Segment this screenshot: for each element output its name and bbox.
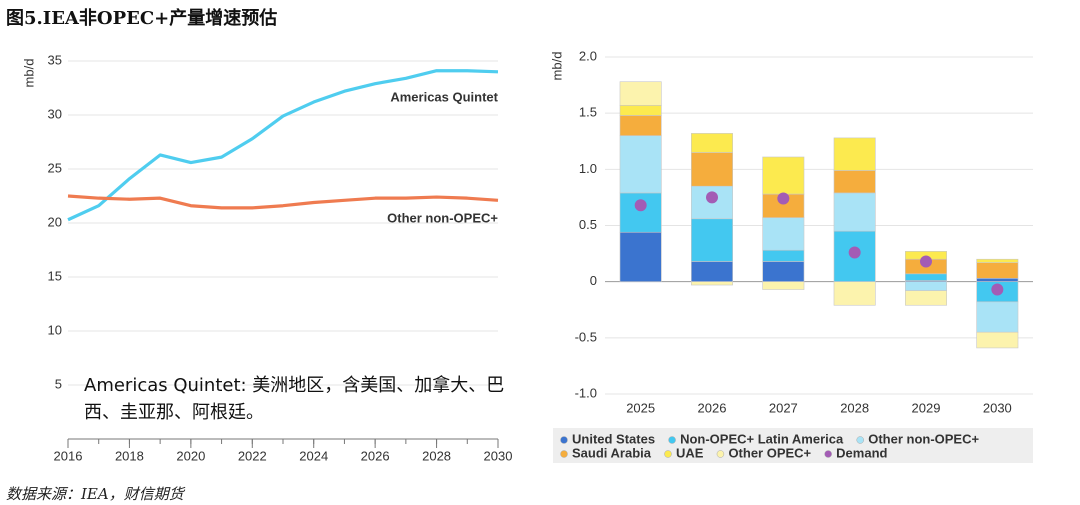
- bar-segment: [833, 170, 876, 194]
- legend-label: United States: [572, 431, 655, 446]
- legend-label: Saudi Arabia: [572, 445, 652, 460]
- bar-segment: [762, 156, 805, 195]
- legend-marker: [560, 436, 568, 444]
- demand-dot: [706, 191, 718, 204]
- x-tick-label: 2028: [840, 400, 869, 415]
- x-tick-label: 2016: [54, 448, 83, 463]
- x-tick-label: 2028: [422, 448, 451, 463]
- y-axis-label: mb/d: [21, 59, 36, 88]
- y-tick-label: 2.0: [579, 48, 597, 63]
- bar-segment: [619, 105, 662, 116]
- legend-box: [553, 428, 1033, 463]
- y-tick-label: 0: [590, 273, 597, 288]
- bar-segment: [691, 152, 733, 187]
- annotation: Americas Quintet: 美洲地区，含美国、加拿大、巴西、圭亚那、阿根…: [84, 375, 505, 423]
- x-tick-label: 2025: [626, 400, 655, 415]
- legend-label: Demand: [836, 445, 887, 460]
- line-series: [67, 69, 499, 222]
- x-tick-label: 2030: [983, 400, 1012, 415]
- y-tick-label: 30: [48, 106, 62, 121]
- line-series: [67, 194, 499, 210]
- bar-segment: [976, 262, 1019, 279]
- legend-marker: [856, 436, 864, 444]
- demand-dot: [991, 283, 1004, 296]
- demand-dot: [634, 199, 647, 212]
- legend-label: UAE: [676, 445, 704, 460]
- y-tick-label: -0.5: [575, 329, 597, 344]
- bar-segment: [905, 290, 947, 306]
- bar-segment: [619, 231, 662, 282]
- series-label: Other non-OPEC+: [387, 210, 498, 225]
- bar-segment: [762, 249, 805, 262]
- bar-segment: [691, 133, 733, 153]
- y-tick-label: 1.5: [579, 105, 597, 120]
- bar-segment: [691, 261, 733, 282]
- bar-segment: [976, 277, 1019, 282]
- x-tick-label: 2026: [361, 448, 390, 463]
- y-tick-label: -1.0: [575, 385, 597, 400]
- bar-segment: [762, 261, 805, 282]
- page-title: 图5.IEA非OPEC+产量增速预估: [6, 8, 278, 29]
- bar-segment: [762, 217, 805, 251]
- bar-segment: [619, 81, 662, 106]
- y-tick-label: 15: [48, 268, 62, 283]
- demand-dot: [920, 255, 932, 268]
- x-tick-label: 2024: [299, 448, 328, 463]
- x-tick-label: 2020: [176, 448, 205, 463]
- demand-dot: [848, 246, 861, 259]
- legend-marker: [560, 450, 568, 458]
- bar-segment: [762, 281, 805, 290]
- bar-segment: [619, 192, 662, 233]
- x-tick-label: 2027: [769, 400, 798, 415]
- bar-segment: [619, 115, 662, 136]
- legend-marker: [824, 450, 832, 458]
- bar-segment: [833, 281, 876, 306]
- y-axis-label: mb/d: [549, 52, 564, 81]
- x-tick-label: 2026: [698, 400, 727, 415]
- legend-marker: [668, 436, 676, 444]
- legend-label: Other non-OPEC+: [868, 431, 979, 446]
- bar-segment: [976, 258, 1019, 263]
- y-tick-label: 25: [48, 160, 62, 175]
- legend-label: Non-OPEC+ Latin America: [680, 431, 844, 446]
- demand-dot: [777, 192, 790, 205]
- bar-segment: [833, 192, 876, 232]
- y-tick-label: 5: [55, 376, 62, 391]
- x-tick-label: 2018: [115, 448, 144, 463]
- bar-segment: [976, 331, 1019, 349]
- legend-label: Other OPEC+: [728, 445, 811, 460]
- bar-segment: [976, 301, 1019, 333]
- y-tick-label: 20: [48, 214, 62, 229]
- bar-segment: [619, 135, 662, 194]
- x-tick-label: 2029: [912, 400, 941, 415]
- y-tick-label: 1.0: [579, 161, 597, 176]
- bar-segment: [833, 137, 876, 171]
- series-label: Americas Quintet: [390, 89, 498, 104]
- source-note: 数据来源：IEA，财信期货: [6, 485, 184, 503]
- bar-segment: [691, 281, 733, 286]
- y-tick-label: 35: [48, 52, 62, 67]
- legend-marker: [716, 450, 725, 458]
- y-tick-label: 0.5: [579, 217, 597, 232]
- bar-segment: [691, 218, 733, 262]
- bar-segment: [905, 281, 947, 291]
- x-tick-label: 2022: [238, 448, 267, 463]
- x-tick-label: 2030: [484, 448, 513, 463]
- legend-marker: [664, 450, 672, 458]
- y-tick-label: 10: [48, 322, 62, 337]
- bar-segment: [905, 273, 947, 281]
